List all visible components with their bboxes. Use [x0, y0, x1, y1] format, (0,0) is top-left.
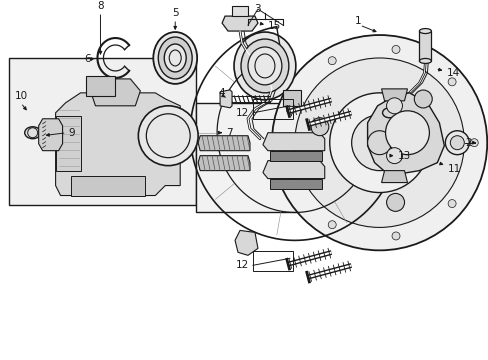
Polygon shape	[85, 76, 115, 96]
Polygon shape	[198, 156, 249, 171]
Bar	[196, 103, 389, 212]
Text: 5: 5	[172, 8, 178, 18]
Circle shape	[386, 98, 402, 114]
Polygon shape	[269, 151, 321, 161]
Text: 1: 1	[354, 16, 361, 26]
Text: 11: 11	[447, 163, 460, 174]
Text: 6: 6	[84, 54, 91, 64]
Polygon shape	[56, 116, 81, 171]
Polygon shape	[381, 171, 407, 183]
Circle shape	[327, 57, 336, 65]
Text: 12: 12	[236, 260, 249, 270]
Polygon shape	[198, 136, 249, 151]
Polygon shape	[222, 16, 258, 31]
Text: 3: 3	[254, 4, 261, 14]
Text: 12: 12	[236, 108, 249, 118]
Ellipse shape	[419, 58, 430, 63]
Circle shape	[310, 118, 328, 136]
Ellipse shape	[241, 39, 288, 93]
Polygon shape	[235, 230, 258, 255]
Text: 9: 9	[68, 128, 75, 138]
Ellipse shape	[158, 37, 192, 79]
Circle shape	[449, 136, 463, 150]
Polygon shape	[263, 161, 324, 179]
Circle shape	[469, 139, 477, 147]
Polygon shape	[269, 179, 321, 189]
Circle shape	[445, 131, 468, 155]
Text: 2: 2	[465, 138, 471, 148]
Text: 13: 13	[397, 150, 410, 161]
Polygon shape	[419, 31, 430, 61]
Bar	[282, 90, 300, 106]
Polygon shape	[39, 119, 62, 151]
Polygon shape	[90, 79, 140, 106]
Polygon shape	[56, 93, 180, 195]
Polygon shape	[263, 133, 324, 151]
Circle shape	[351, 115, 407, 171]
Circle shape	[386, 193, 404, 211]
Polygon shape	[232, 6, 247, 16]
Bar	[252, 251, 292, 271]
Text: 10: 10	[15, 91, 28, 101]
Circle shape	[391, 45, 399, 53]
Circle shape	[294, 58, 463, 228]
Polygon shape	[220, 90, 232, 108]
Bar	[9, 58, 196, 206]
Text: 4: 4	[218, 88, 224, 98]
Text: 7: 7	[225, 128, 232, 138]
Polygon shape	[367, 93, 444, 176]
Circle shape	[447, 78, 455, 86]
Circle shape	[391, 232, 399, 240]
Circle shape	[286, 171, 294, 179]
Ellipse shape	[234, 32, 295, 100]
Ellipse shape	[419, 28, 430, 33]
Circle shape	[447, 199, 455, 208]
Ellipse shape	[25, 127, 41, 139]
Text: 8: 8	[97, 1, 103, 11]
Polygon shape	[70, 176, 145, 195]
Circle shape	[385, 111, 428, 155]
Ellipse shape	[164, 44, 186, 72]
Bar	[252, 99, 292, 119]
Circle shape	[367, 131, 391, 155]
Polygon shape	[381, 89, 407, 101]
Circle shape	[413, 90, 431, 108]
Circle shape	[327, 221, 336, 229]
Circle shape	[138, 106, 198, 166]
Circle shape	[271, 35, 486, 250]
Circle shape	[386, 148, 402, 164]
Text: 14: 14	[446, 68, 459, 78]
Ellipse shape	[247, 47, 281, 85]
Circle shape	[329, 93, 428, 193]
Text: 15: 15	[267, 21, 281, 31]
Circle shape	[286, 106, 294, 114]
Ellipse shape	[153, 32, 197, 84]
Ellipse shape	[382, 108, 396, 118]
